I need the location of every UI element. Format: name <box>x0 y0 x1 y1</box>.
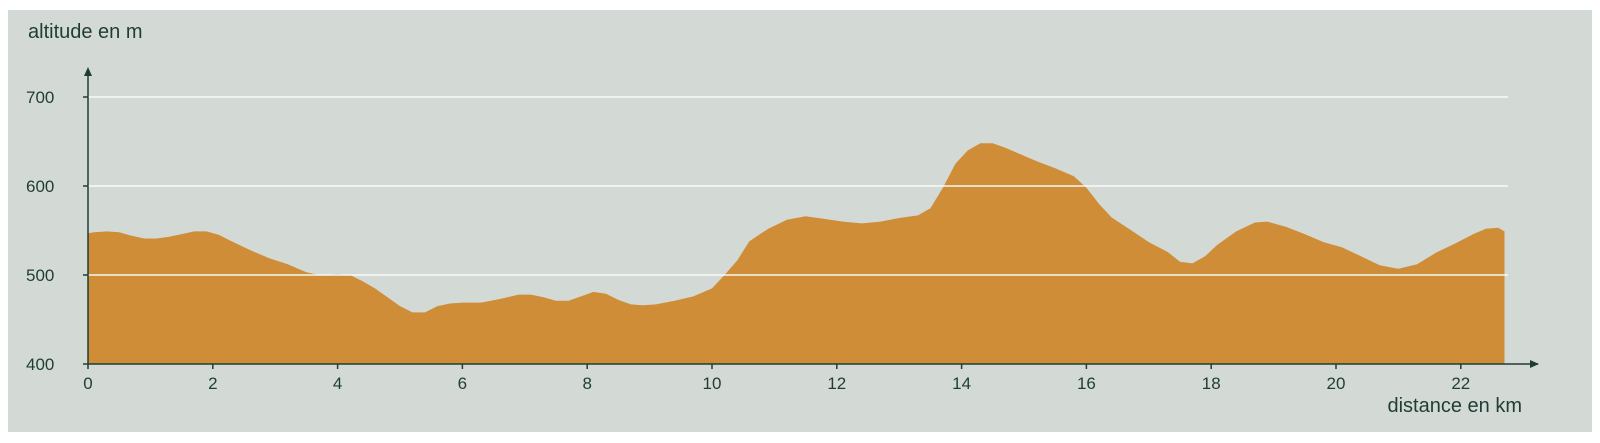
elevation-profile-chart: 400 500 600 700 0 2 4 6 8 10 12 14 16 18 20 22 altitude… <box>8 10 1592 432</box>
x-tick-label-22: 22 <box>1451 374 1470 393</box>
y-axis-arrow <box>84 67 92 76</box>
x-tick-label-12: 12 <box>827 374 846 393</box>
x-tick-label-0: 0 <box>83 374 92 393</box>
elevation-chart-svg: 400 500 600 700 0 2 4 6 8 10 12 14 16 18 20 22 altitude… <box>26 21 1539 417</box>
x-tick-label-6: 6 <box>458 374 467 393</box>
elevation-area <box>88 143 1505 364</box>
tick-labels: 400 500 600 700 0 2 4 6 8 10 12 14 16 18 20 22 <box>26 88 1470 393</box>
x-tick-label-8: 8 <box>582 374 591 393</box>
x-tick-label-10: 10 <box>703 374 722 393</box>
x-tick-label-2: 2 <box>208 374 217 393</box>
x-tick-label-16: 16 <box>1077 374 1096 393</box>
x-tick-label-18: 18 <box>1202 374 1221 393</box>
y-tick-label-700: 700 <box>26 88 54 107</box>
x-tick-label-4: 4 <box>333 374 342 393</box>
x-axis-title: distance en km <box>1387 395 1522 417</box>
y-tick-label-400: 400 <box>26 355 54 374</box>
y-tick-label-600: 600 <box>26 177 54 196</box>
x-tick-label-20: 20 <box>1327 374 1346 393</box>
y-axis-title: altitude en m <box>28 21 143 43</box>
x-tick-label-14: 14 <box>952 374 971 393</box>
axes <box>84 67 1539 368</box>
y-tick-label-500: 500 <box>26 266 54 285</box>
x-axis-arrow <box>1530 360 1539 368</box>
